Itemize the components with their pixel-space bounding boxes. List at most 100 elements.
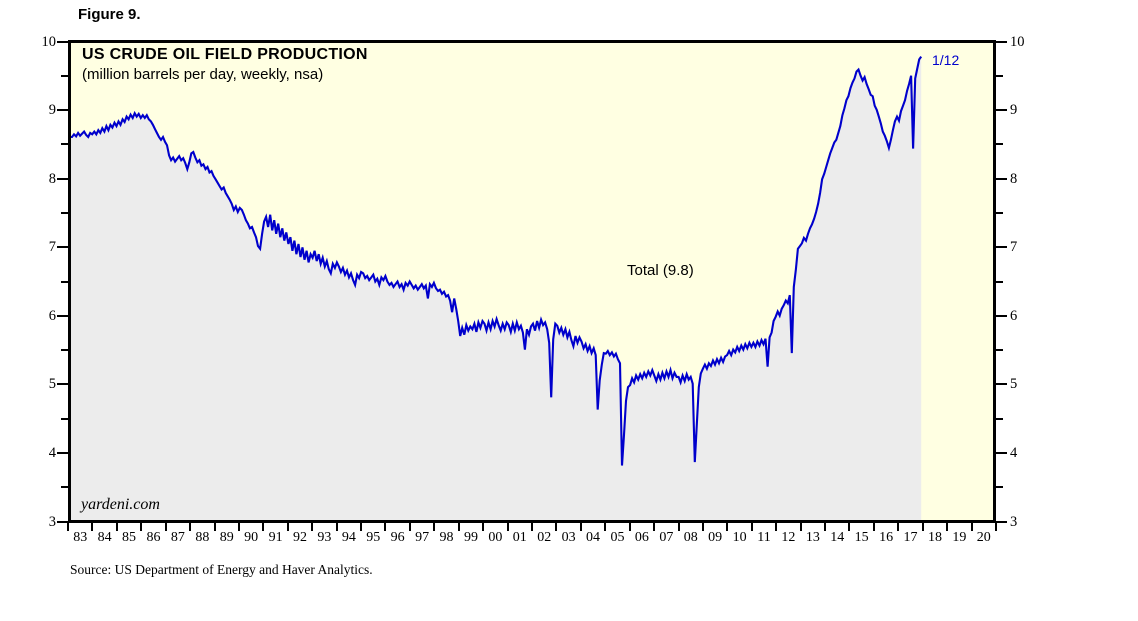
y-axis-minor-tick-right — [996, 486, 1003, 489]
y-axis-minor-tick-right — [996, 74, 1003, 77]
y-axis-major-tick-left — [57, 520, 68, 523]
x-axis-tick — [799, 523, 802, 531]
source-note: Source: US Department of Energy and Have… — [70, 562, 373, 577]
x-axis-label: 89 — [219, 530, 234, 545]
x-axis-label: 06 — [634, 530, 649, 545]
x-axis-tick — [628, 523, 631, 531]
x-axis-tick — [921, 523, 924, 531]
x-axis-tick — [140, 523, 143, 531]
x-axis-label: 97 — [415, 530, 430, 545]
y-axis-label-left: 3 — [48, 513, 56, 530]
x-axis-tick — [531, 523, 533, 531]
y-axis-major-tick-right — [996, 451, 1007, 454]
x-axis-tick — [91, 523, 94, 531]
x-axis-tick — [286, 523, 289, 531]
x-axis-tick — [115, 523, 118, 531]
x-axis-tick — [897, 523, 900, 531]
y-axis-major-tick-left — [57, 383, 68, 386]
y-axis-label-right: 3 — [1010, 513, 1018, 530]
y-axis-minor-tick-left — [61, 280, 68, 283]
chart-plot-area: US CRUDE OIL FIELD PRODUCTION (million b… — [68, 40, 996, 523]
area-fill-under-curve — [71, 56, 922, 520]
y-axis-major-tick-right — [996, 177, 1007, 180]
watermark-yardeni: yardeni.com — [81, 496, 160, 513]
x-axis-tick — [67, 523, 69, 531]
x-axis-label: 95 — [366, 530, 381, 545]
x-axis-label: 86 — [146, 530, 161, 545]
y-axis-major-tick-left — [57, 314, 68, 317]
y-axis-minor-tick-right — [996, 143, 1003, 146]
x-axis-label: 11 — [757, 530, 771, 545]
y-axis-major-tick-left — [57, 177, 68, 180]
y-axis-label-right: 9 — [1010, 101, 1018, 118]
x-axis-label: 01 — [512, 530, 527, 545]
x-axis-label: 90 — [244, 530, 259, 545]
x-axis-tick — [555, 523, 558, 531]
x-axis-tick — [189, 523, 192, 531]
x-axis-label: 04 — [586, 530, 601, 545]
y-axis-minor-tick-left — [61, 74, 68, 77]
x-axis-tick — [677, 523, 680, 531]
y-axis-major-tick-right — [996, 383, 1007, 386]
x-axis-label: 88 — [195, 530, 210, 545]
y-axis-minor-tick-left — [61, 143, 68, 146]
y-axis-major-tick-left — [57, 40, 68, 43]
x-axis-label: 10 — [732, 530, 747, 545]
x-axis-tick — [848, 523, 851, 531]
x-axis-tick — [311, 523, 314, 531]
y-axis-major-tick-right — [996, 314, 1007, 317]
y-axis-label-right: 6 — [1010, 307, 1018, 324]
y-axis-major-tick-right — [996, 520, 1007, 523]
y-axis-minor-tick-right — [996, 417, 1003, 420]
x-axis-label: 13 — [805, 530, 820, 545]
x-axis-label: 98 — [439, 530, 454, 545]
y-axis-minor-tick-left — [61, 417, 68, 420]
y-axis-label-right: 10 — [1010, 33, 1025, 50]
y-axis-label-left: 5 — [48, 376, 56, 393]
y-axis-minor-tick-right — [996, 211, 1003, 214]
x-axis-label: 94 — [341, 530, 356, 545]
x-axis-label: 00 — [488, 530, 503, 545]
x-axis-label: 85 — [122, 530, 137, 545]
y-axis-major-tick-left — [57, 246, 68, 249]
x-axis-tick — [750, 523, 753, 531]
y-axis-label-right: 4 — [1010, 444, 1018, 461]
x-axis-label: 84 — [97, 530, 112, 545]
chart-subtitle: (million barrels per day, weekly, nsa) — [82, 66, 324, 83]
y-axis-major-tick-left — [57, 451, 68, 454]
x-axis-label: 18 — [927, 530, 942, 545]
x-axis-tick — [482, 523, 485, 531]
x-axis-tick — [995, 523, 997, 531]
x-axis-label: 96 — [390, 530, 405, 545]
y-axis-minor-tick-right — [996, 280, 1003, 283]
production-line — [71, 55, 923, 466]
x-axis-tick — [384, 523, 387, 531]
y-axis-minor-tick-left — [61, 349, 68, 352]
x-axis-label: 16 — [879, 530, 894, 545]
x-axis-tick — [262, 523, 265, 531]
x-axis-label: 07 — [659, 530, 674, 545]
y-axis-major-tick-right — [996, 109, 1007, 112]
x-axis-tick — [433, 523, 436, 531]
x-axis-tick — [946, 523, 949, 531]
x-axis-tick — [237, 523, 240, 531]
x-axis-tick — [164, 523, 167, 531]
series-annotation-total: Total (9.8) — [627, 262, 694, 279]
x-axis-tick — [824, 523, 827, 531]
y-axis-label-left: 6 — [48, 307, 56, 324]
x-axis-tick — [506, 523, 509, 531]
y-axis-label-right: 5 — [1010, 376, 1018, 393]
x-axis-label: 15 — [854, 530, 869, 545]
x-axis-tick — [872, 523, 875, 531]
y-axis-label-left: 9 — [48, 101, 56, 118]
y-axis-label-left: 10 — [41, 33, 57, 50]
y-axis-label-left: 4 — [48, 444, 56, 461]
x-axis-label: 02 — [537, 530, 552, 545]
latest-point-label: 1/12 — [932, 52, 960, 68]
x-axis-label: 20 — [976, 530, 991, 545]
x-axis-label: 09 — [708, 530, 723, 545]
x-axis-tick — [701, 523, 704, 531]
x-axis-label: 19 — [952, 530, 967, 545]
y-axis-label-right: 7 — [1010, 238, 1018, 255]
